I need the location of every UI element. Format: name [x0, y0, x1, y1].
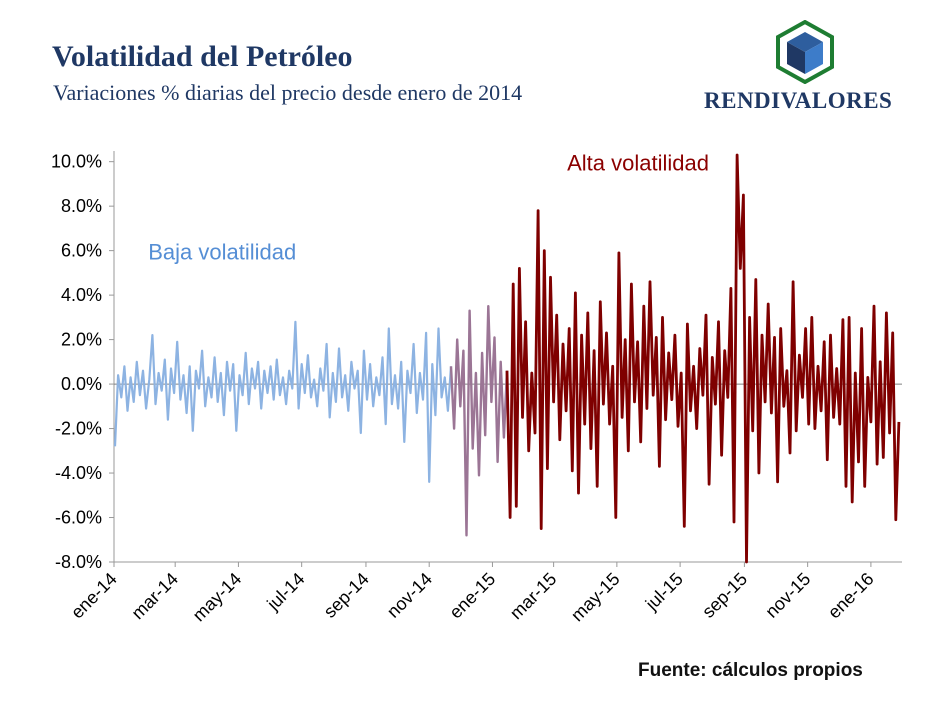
y-tick-label: -4.0% — [55, 463, 102, 483]
y-tick-label: 2.0% — [61, 330, 102, 350]
x-tick-label: nov-15 — [761, 569, 814, 622]
x-tick-label: ene-16 — [824, 569, 878, 623]
y-axis-tick-labels: -8.0% -6.0% -4.0% -2.0% 0.0% 2.0% 4.0% 6.0% 8.0%… — [51, 152, 102, 572]
chart-annotations: Baja volatilidad Alta volatilidad — [148, 151, 709, 265]
chart-series — [113, 153, 901, 564]
page-subtitle: Variaciones % diarias del precio desde e… — [53, 80, 523, 105]
x-tick-label: nov-14 — [383, 569, 436, 622]
x-tick-label: mar-14 — [128, 569, 182, 623]
x-tick-label: may-15 — [567, 569, 624, 626]
x-tick-label: ene-14 — [67, 569, 121, 623]
logo-hexagon-frame — [776, 20, 834, 84]
x-tick-label: sep-15 — [698, 569, 751, 622]
y-tick-label: -2.0% — [55, 419, 102, 439]
y-tick-label: 0.0% — [61, 374, 102, 394]
x-tick-label: jul-14 — [263, 569, 309, 615]
series-line-transicion — [449, 305, 509, 537]
logo-cube-left — [787, 42, 805, 74]
y-tick-label: -8.0% — [55, 552, 102, 572]
page-title: Volatilidad del Petróleo — [52, 40, 353, 73]
annotation-label: Alta volatilidad — [567, 151, 709, 176]
y-tick-label: 10.0% — [51, 152, 102, 172]
cube-logo-icon — [776, 20, 834, 84]
series-line-baja — [113, 320, 453, 483]
x-tick-label: jul-15 — [641, 569, 687, 615]
x-tick-label: ene-15 — [445, 569, 499, 623]
y-tick-label: 4.0% — [61, 285, 102, 305]
x-tick-label: mar-15 — [506, 569, 560, 623]
y-tick-label: -6.0% — [55, 508, 102, 528]
y-tick-label: 6.0% — [61, 241, 102, 261]
series-line-alta — [505, 153, 901, 564]
logo-cube-right — [805, 42, 823, 74]
source-note: Fuente: cálculos propios — [638, 660, 863, 681]
x-tick-label: may-14 — [189, 569, 246, 626]
y-tick-label: 8.0% — [61, 196, 102, 216]
brand-name: RENDIVALORES — [704, 88, 893, 113]
x-axis-tick-labels: ene-14 mar-14 may-14 jul-14 sep-14 nov-14 ene-… — [67, 569, 878, 626]
annotation-label: Baja volatilidad — [148, 240, 296, 265]
x-tick-label: sep-14 — [320, 569, 373, 622]
